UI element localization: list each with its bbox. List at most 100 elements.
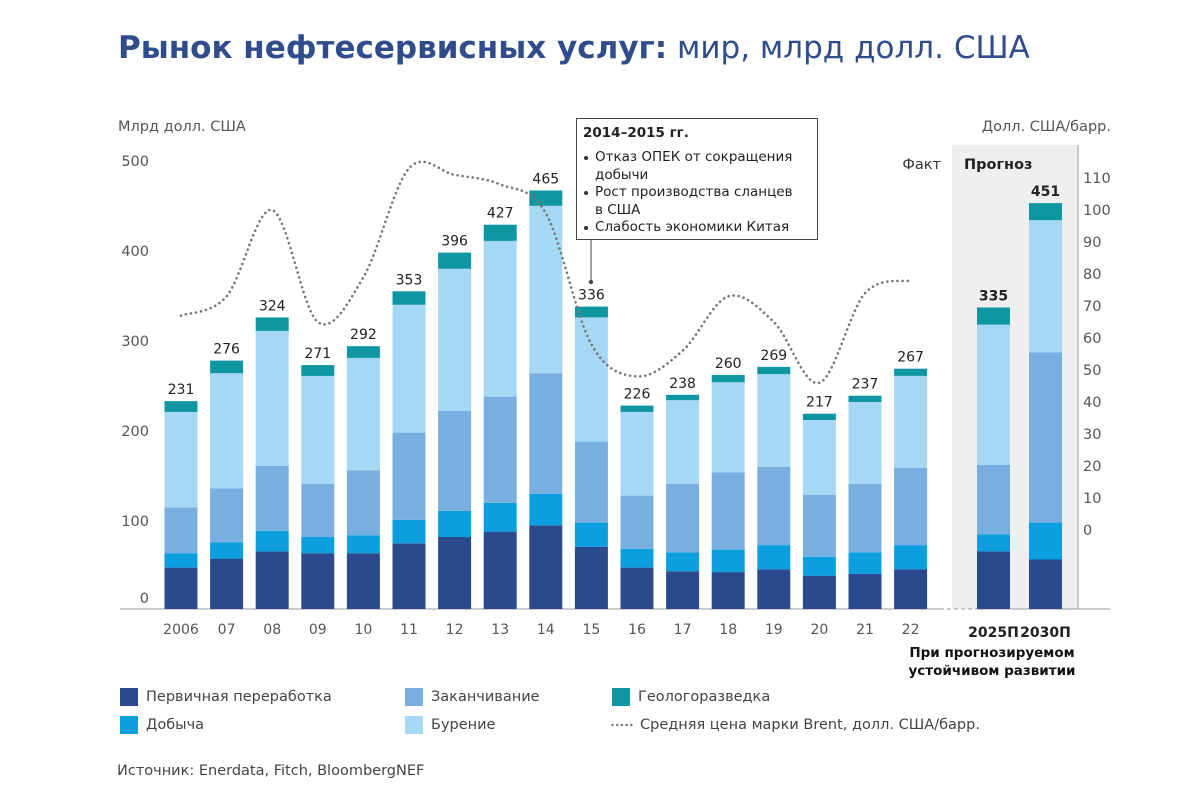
bar-7-segment-0	[483, 531, 517, 609]
y-tick-label: 500	[121, 154, 149, 170]
bar-13-segment-2	[757, 466, 791, 546]
source-note: Источник: Enerdata, Fitch, BloombergNEF	[117, 763, 425, 779]
bar-4-segment-4	[346, 346, 380, 358]
bar-1-segment-3	[210, 373, 244, 489]
bar-4-segment-2	[346, 470, 380, 536]
x-tick-label: 11	[400, 622, 418, 638]
bar-0-segment-4	[164, 401, 198, 412]
bar-8-segment-2	[529, 373, 563, 494]
bar-1-segment-1	[210, 542, 244, 559]
x-tick-label: 16	[628, 622, 646, 638]
bar-17-segment-2	[977, 465, 1010, 535]
bar-8-segment-1	[529, 493, 563, 526]
x-tick-label: 09	[309, 622, 327, 638]
bar-4-segment-3	[346, 357, 380, 471]
bar-15-segment-1	[848, 552, 882, 574]
legend-swatch	[405, 716, 423, 734]
bar-7-segment-2	[483, 396, 517, 503]
bar-8-segment-3	[529, 205, 563, 374]
bar-16-segment-0	[894, 569, 928, 609]
annotation-line: Отказ ОПЕК от сокращения	[595, 149, 793, 165]
bar-14-segment-0	[802, 575, 836, 609]
x-tick-label: 07	[218, 622, 236, 638]
bar-total-label: 336	[578, 288, 605, 304]
bar-1-segment-0	[210, 558, 244, 609]
bar-18-segment-4	[1029, 203, 1062, 221]
y2-tick-label: 20	[1083, 459, 1101, 475]
bar-total-label: 238	[669, 376, 696, 392]
bar-6-segment-1	[438, 510, 472, 537]
bar-9-segment-1	[574, 522, 608, 547]
bar-15-segment-4	[848, 395, 882, 402]
bar-18-segment-2	[1029, 352, 1062, 523]
y-tick-label: 400	[121, 244, 149, 260]
bar-16-segment-3	[894, 375, 928, 468]
y-tick-label: 200	[121, 424, 149, 440]
bar-7-segment-3	[483, 240, 517, 397]
dotted-line-icon	[611, 723, 633, 727]
x-tick-label: 20	[810, 622, 828, 638]
bar-0-segment-3	[164, 411, 198, 508]
x-tick-label: 17	[674, 622, 692, 638]
bar-17-segment-3	[977, 324, 1010, 465]
y2-tick-label: 100	[1083, 203, 1111, 219]
bar-14-segment-1	[802, 556, 836, 576]
bar-15-segment-2	[848, 483, 882, 553]
bar-total-label: 451	[1031, 184, 1060, 200]
forecast-note-line: При прогнозируемом	[909, 645, 1074, 661]
legend-label: Добыча	[146, 717, 205, 733]
y2-tick-label: 0	[1083, 523, 1092, 539]
fact-label: Факт	[902, 157, 941, 173]
x-tick-label: 18	[719, 622, 737, 638]
bar-total-label: 335	[979, 289, 1008, 305]
bar-11-segment-1	[666, 552, 700, 572]
chart-title-bold: Рынок нефтесервисных услуг:	[118, 30, 668, 66]
annotation-item: Слабость экономики Китая	[583, 219, 817, 237]
x-tick-label: 2006	[163, 622, 199, 638]
bar-4-segment-1	[346, 535, 380, 554]
y2-tick-label: 40	[1083, 395, 1101, 411]
bar-16-segment-4	[894, 368, 928, 376]
x-tick-label: 2030П	[1020, 625, 1071, 641]
bar-11-segment-4	[666, 394, 700, 401]
annotation-line: Слабость экономики Китая	[595, 219, 790, 235]
y2-tick-label: 90	[1083, 235, 1101, 251]
bar-0-segment-2	[164, 507, 198, 554]
legend-item-primary: Первичная переработка	[120, 688, 332, 706]
bar-15-segment-3	[848, 402, 882, 484]
legend-swatch	[612, 688, 630, 706]
bar-total-label: 292	[350, 327, 377, 343]
bar-6-segment-3	[438, 268, 472, 411]
legend-item-production: Добыча	[120, 716, 204, 734]
x-tick-label: 22	[902, 622, 920, 638]
bar-5-segment-2	[392, 432, 426, 520]
bar-1-segment-4	[210, 360, 244, 374]
bar-2-segment-2	[255, 465, 289, 531]
bar-0-segment-0	[164, 567, 198, 609]
legend-item-brent: Средняя цена марки Brent, долл. США/барр…	[611, 716, 980, 734]
legend-item-completion: Заканчивание	[405, 688, 540, 706]
bar-total-label: 396	[441, 234, 468, 250]
forecast-note-line: устойчивом развитии	[908, 663, 1075, 679]
bar-13-segment-3	[757, 374, 791, 467]
bar-9-segment-4	[574, 306, 608, 318]
chart-title-regular: мир, млрд долл. США	[667, 30, 1030, 66]
bar-0-segment-1	[164, 553, 198, 568]
bar-15-segment-0	[848, 573, 882, 609]
legend-swatch	[405, 688, 423, 706]
x-tick-label: 12	[446, 622, 464, 638]
x-tick-label: 21	[856, 622, 874, 638]
annotation-box: 2014–2015 гг. Отказ ОПЕК от сокращения д…	[576, 118, 818, 240]
labels-group: 231 2006 276 07 324 08 271 09 292 10 353 11 396 12 427…	[163, 172, 1071, 642]
y2-tick-label: 80	[1083, 267, 1101, 283]
bar-total-label: 324	[259, 298, 286, 314]
bar-3-segment-2	[301, 483, 335, 537]
annotation-line: в США	[595, 201, 641, 218]
bullet-icon	[584, 226, 588, 230]
bar-12-segment-1	[711, 549, 745, 573]
y2-tick-label: 50	[1083, 363, 1101, 379]
bar-5-segment-3	[392, 304, 426, 433]
bar-17-segment-0	[977, 551, 1010, 609]
bar-18-segment-1	[1029, 522, 1062, 560]
bar-2-segment-3	[255, 330, 289, 466]
